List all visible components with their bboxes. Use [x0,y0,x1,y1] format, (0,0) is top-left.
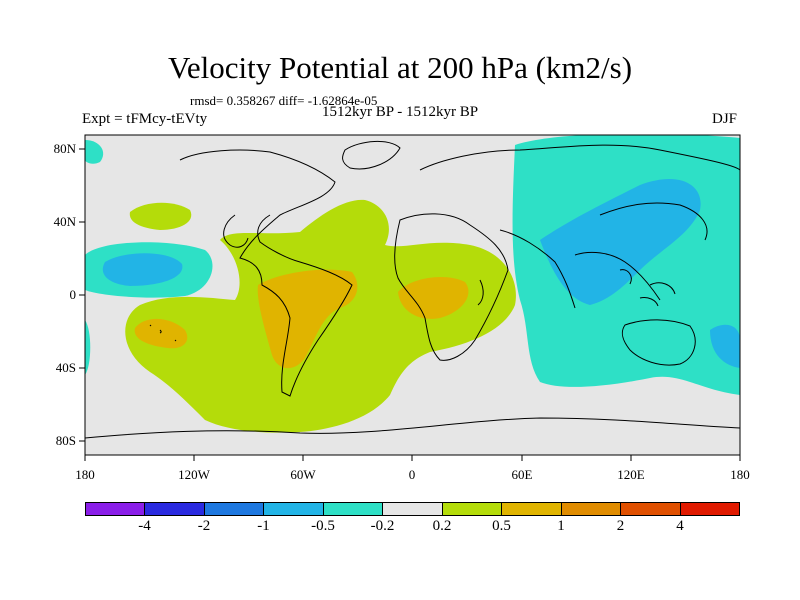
colorbar-swatch [442,503,503,515]
contour-positive-north-pacific [129,202,192,230]
colorbar-label: 4 [676,518,684,534]
colorbar-swatch [204,503,265,515]
colorbar-label: -1 [257,518,270,534]
coastlines [85,141,740,439]
lon-label: 180 [75,467,95,482]
stats-text: rmsd= 0.358267 diff= -1.62864e-05 [190,93,378,108]
contour-positive-south-pacific [134,318,188,349]
lon-label: 0 [408,467,416,482]
contour-negative-asia-inner [540,179,701,305]
lon-label: 120W [178,467,210,482]
colorbar-label: 2 [616,518,625,534]
experiment-label: Expt = tFMcy-tEVty [82,111,208,127]
contour-negative-pacific-inner [102,253,183,286]
contour-positive-africa [398,277,469,319]
colorbar-label: -2 [197,518,211,534]
colorbar-swatch [561,503,622,515]
lon-label: 180 [730,467,750,482]
colorbar-swatch [145,503,205,515]
lat-label: 0 [69,287,77,302]
season-label: DJF [712,111,738,127]
colorbar [85,502,740,516]
contour-positive-south-america [257,269,358,369]
lon-label: 60E [511,467,533,482]
colorbar-label: -4 [138,518,151,534]
contour-negative-arctic [85,140,104,164]
chart-title: Velocity Potential at 200 hPa (km2/s) [167,50,633,85]
lon-label: 120E [617,467,645,482]
colorbar-swatch [502,503,562,515]
colorbar-label: -0.2 [370,518,395,534]
lat-label: 40N [53,214,76,229]
colorbar-swatch [383,503,443,515]
colorbar-label: 1 [557,518,565,534]
colorbar-swatch [323,503,384,515]
colorbar-swatch [621,503,681,515]
map-field [85,135,740,455]
colorbar-swatch [86,503,146,515]
lon-label: 60W [290,467,316,482]
period-label: 1512kyr BP - 1512kyr BP [322,104,479,120]
lat-label: 80S [55,433,76,448]
axis-ticks [79,148,741,461]
colorbar-swatch [264,503,324,515]
colorbar-label: 0.2 [432,518,452,534]
colorbar-label: 0.5 [492,518,511,534]
colorbar-swatch [680,503,739,515]
colorbar-label: -0.5 [311,518,335,534]
lat-label: 40S [55,360,76,375]
contour-negative-west-edge [85,320,91,375]
lat-label: 80N [53,141,76,156]
contour-negative-australia [710,324,740,368]
